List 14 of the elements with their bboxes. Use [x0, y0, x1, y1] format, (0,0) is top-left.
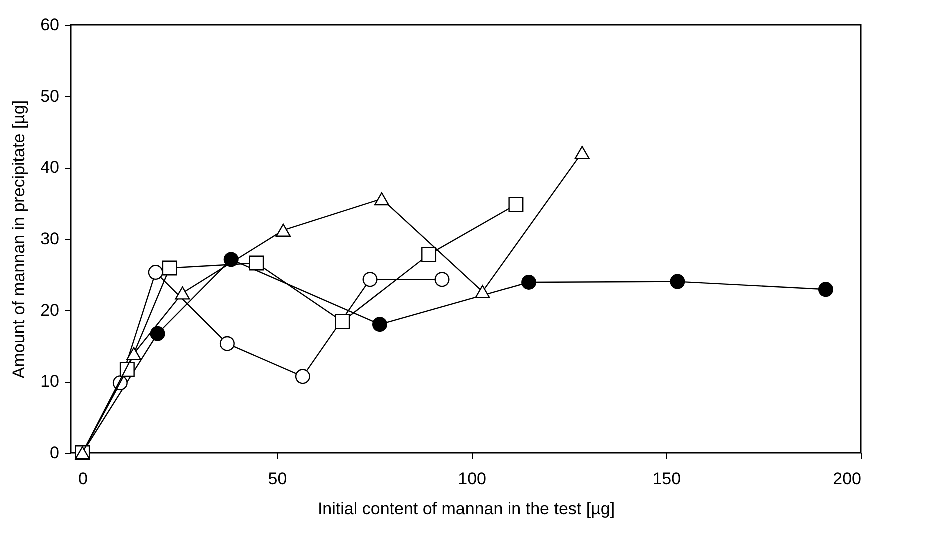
- x-tick-label: 200: [833, 470, 862, 488]
- x-tick-label: 0: [78, 470, 88, 488]
- y-tick-label: 40: [40, 158, 60, 178]
- y-tick-label: 60: [40, 16, 60, 34]
- y-tick-label: 50: [40, 86, 60, 106]
- x-tick-label: 50: [268, 470, 288, 488]
- y-tick-label: 30: [40, 230, 60, 248]
- y-tick-label: 20: [40, 300, 60, 320]
- x-axis-title: Initial content of mannan in the test [µg]: [318, 500, 616, 518]
- x-tick-label: 100: [458, 470, 487, 488]
- y-tick-label: 10: [40, 372, 60, 392]
- y-tick-label: 0: [50, 444, 60, 462]
- y-axis-title: Amount of mannan in precipitate [µg]: [10, 100, 29, 379]
- x-tick-label: 150: [652, 470, 682, 488]
